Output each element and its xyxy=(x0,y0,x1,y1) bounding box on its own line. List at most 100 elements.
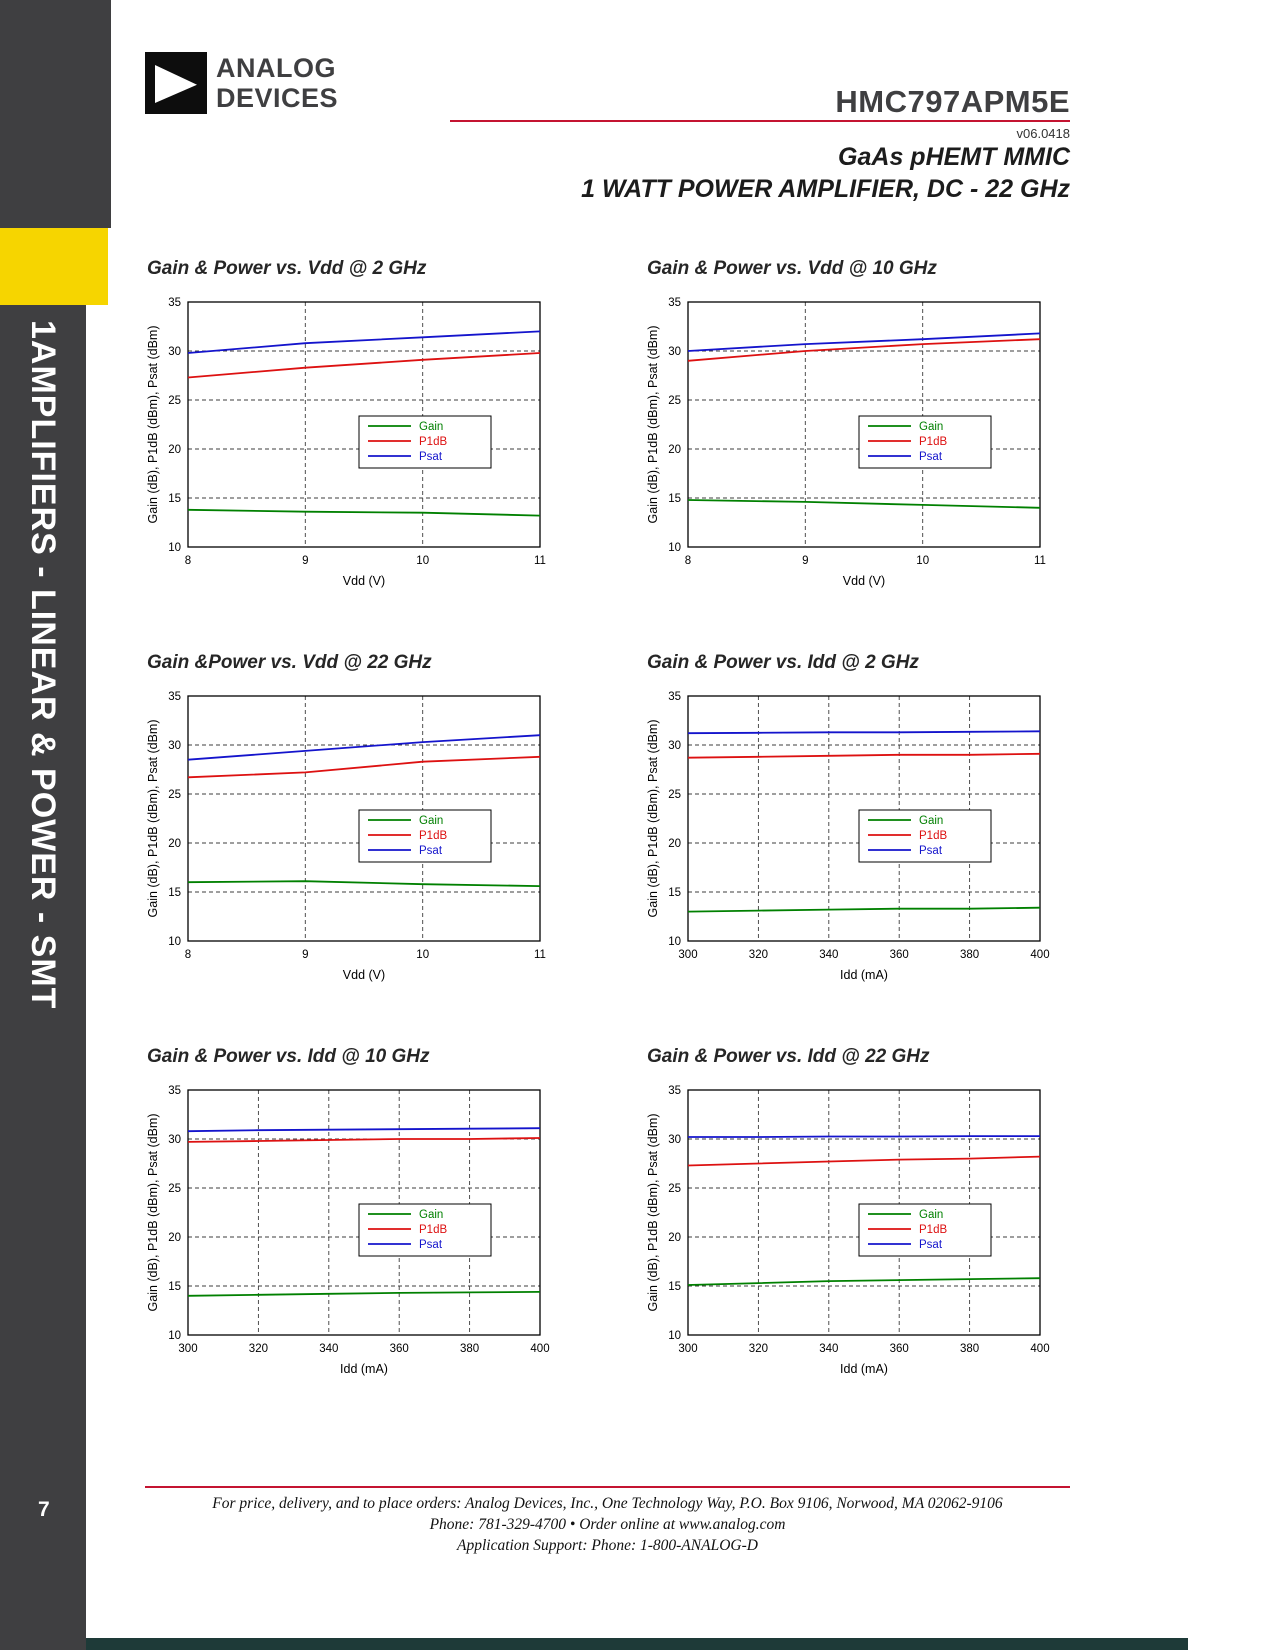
svg-text:Gain: Gain xyxy=(419,421,443,433)
svg-text:Gain: Gain xyxy=(919,815,943,827)
chart-title: Gain & Power vs. Idd @ 22 GHz xyxy=(647,1046,930,1067)
chart-plot: 10 15 20 25 30 35 300 320 340 360 380 400 Idd (mA) Ga… xyxy=(645,1078,1090,1383)
page-number: 7 xyxy=(38,1498,50,1521)
chart-plot: 10 15 20 25 30 35 8 9 10 11 Vdd (V) Gain (dB), P1dB… xyxy=(645,290,1090,595)
section-tab-marker xyxy=(0,228,108,305)
svg-text:P1dB: P1dB xyxy=(919,1224,947,1236)
chart-title: Gain & Power vs. Vdd @ 2 GHz xyxy=(147,258,427,279)
svg-text:400: 400 xyxy=(1030,949,1049,961)
svg-text:25: 25 xyxy=(668,1183,681,1195)
svg-text:320: 320 xyxy=(749,949,768,961)
analog-devices-logo xyxy=(145,52,207,114)
svg-text:15: 15 xyxy=(668,1281,681,1293)
svg-text:Gain: Gain xyxy=(919,1209,943,1221)
svg-text:11: 11 xyxy=(534,555,546,567)
svg-text:30: 30 xyxy=(168,1134,181,1146)
svg-text:11: 11 xyxy=(534,949,546,961)
chart-plot: 10 15 20 25 30 35 8 9 10 11 Vdd (V) Gain (dB), P1dB… xyxy=(145,290,590,595)
svg-text:10: 10 xyxy=(168,542,181,554)
chart-canvas: 10 15 20 25 30 35 8 9 10 11 Vdd (V) Gain (dB), P1dB… xyxy=(646,297,1046,588)
svg-text:Gain (dB), P1dB (dBm), Psat (d: Gain (dB), P1dB (dBm), Psat (dBm) xyxy=(146,1114,160,1312)
svg-text:10: 10 xyxy=(168,936,181,948)
svg-text:Gain: Gain xyxy=(919,421,943,433)
svg-text:320: 320 xyxy=(749,1343,768,1355)
svg-text:15: 15 xyxy=(668,887,681,899)
svg-text:400: 400 xyxy=(1030,1343,1049,1355)
svg-text:Psat: Psat xyxy=(419,451,443,463)
svg-text:Gain: Gain xyxy=(419,1209,443,1221)
chart-title: Gain &Power vs. Vdd @ 22 GHz xyxy=(147,652,432,673)
svg-text:Gain (dB), P1dB (dBm), Psat (d: Gain (dB), P1dB (dBm), Psat (dBm) xyxy=(646,1114,660,1312)
svg-text:340: 340 xyxy=(819,1343,838,1355)
svg-text:360: 360 xyxy=(890,1343,909,1355)
svg-text:25: 25 xyxy=(668,789,681,801)
svg-text:Psat: Psat xyxy=(419,845,443,857)
chart-gain-power-vs-idd-2ghz: Gain & Power vs. Idd @ 2 GHz 10 15 20 25 30 3… xyxy=(645,652,1090,989)
svg-text:Idd (mA): Idd (mA) xyxy=(840,968,888,982)
chart-gain-power-vs-idd-22ghz: Gain & Power vs. Idd @ 22 GHz 10 15 20 25 30… xyxy=(645,1046,1090,1383)
datasheet-version: v06.0418 xyxy=(1016,126,1071,141)
chart-plot: 10 15 20 25 30 35 300 320 340 360 380 400 Idd (mA) Ga… xyxy=(645,684,1090,989)
chart-canvas: 10 15 20 25 30 35 300 320 340 360 380 400 Idd (mA) Ga… xyxy=(146,1085,550,1376)
sidebar-top-block xyxy=(0,0,111,228)
svg-text:300: 300 xyxy=(178,1343,197,1355)
svg-text:20: 20 xyxy=(168,444,181,456)
svg-text:P1dB: P1dB xyxy=(419,1224,447,1236)
bottom-bar xyxy=(86,1638,1188,1650)
svg-text:Psat: Psat xyxy=(919,845,943,857)
svg-text:300: 300 xyxy=(678,949,697,961)
svg-text:10: 10 xyxy=(916,555,929,567)
svg-text:15: 15 xyxy=(168,493,181,505)
svg-text:10: 10 xyxy=(668,542,681,554)
svg-text:Idd (mA): Idd (mA) xyxy=(340,1362,388,1376)
svg-text:15: 15 xyxy=(168,1281,181,1293)
svg-text:20: 20 xyxy=(168,1232,181,1244)
svg-text:20: 20 xyxy=(668,1232,681,1244)
header-rule xyxy=(450,120,1070,122)
svg-text:30: 30 xyxy=(668,346,681,358)
svg-text:Gain (dB), P1dB (dBm), Psat (d: Gain (dB), P1dB (dBm), Psat (dBm) xyxy=(146,720,160,918)
svg-text:11: 11 xyxy=(1034,555,1046,567)
chart-plot: 10 15 20 25 30 35 8 9 10 11 Vdd (V) Gain (dB), P1dB… xyxy=(145,684,590,989)
svg-text:35: 35 xyxy=(168,297,181,309)
svg-text:15: 15 xyxy=(168,887,181,899)
svg-text:25: 25 xyxy=(668,395,681,407)
svg-text:10: 10 xyxy=(416,555,429,567)
footer-phone-order: Phone: 781-329-4700 • Order online at ww… xyxy=(429,1516,786,1533)
chart-title: Gain & Power vs. Idd @ 2 GHz xyxy=(647,652,919,673)
svg-text:35: 35 xyxy=(168,1085,181,1097)
svg-text:Psat: Psat xyxy=(919,451,943,463)
logo-triangle-icon xyxy=(155,65,197,103)
chart-gain-power-vs-vdd-22ghz: Gain &Power vs. Vdd @ 22 GHz 10 15 20 25 30 3… xyxy=(145,652,590,989)
svg-text:20: 20 xyxy=(168,838,181,850)
section-label: 1AMPLIFIERS - LINEAR & POWER - SMT xyxy=(24,320,62,1010)
svg-text:35: 35 xyxy=(668,1085,681,1097)
part-number-title: HMC797APM5E xyxy=(835,84,1070,119)
svg-text:25: 25 xyxy=(168,1183,181,1195)
svg-text:P1dB: P1dB xyxy=(919,830,947,842)
svg-text:300: 300 xyxy=(678,1343,697,1355)
svg-text:20: 20 xyxy=(668,838,681,850)
chart-gain-power-vs-vdd-2ghz: Gain & Power vs. Vdd @ 2 GHz 10 15 20 25 30 3… xyxy=(145,258,590,595)
svg-text:35: 35 xyxy=(668,691,681,703)
chart-canvas: 10 15 20 25 30 35 8 9 10 11 Vdd (V) Gain (dB), P1dB… xyxy=(146,297,546,588)
svg-text:10: 10 xyxy=(668,936,681,948)
chart-plot: 10 15 20 25 30 35 300 320 340 360 380 400 Idd (mA) Ga… xyxy=(145,1078,590,1383)
svg-text:10: 10 xyxy=(416,949,429,961)
svg-text:P1dB: P1dB xyxy=(919,436,947,448)
svg-text:Psat: Psat xyxy=(919,1239,943,1251)
svg-text:10: 10 xyxy=(668,1330,681,1342)
svg-text:360: 360 xyxy=(390,1343,409,1355)
svg-text:Gain (dB), P1dB (dBm), Psat (d: Gain (dB), P1dB (dBm), Psat (dBm) xyxy=(146,326,160,524)
chart-canvas: 10 15 20 25 30 35 300 320 340 360 380 400 Idd (mA) Ga… xyxy=(646,1085,1050,1376)
svg-text:9: 9 xyxy=(802,555,808,567)
svg-text:10: 10 xyxy=(168,1330,181,1342)
svg-text:35: 35 xyxy=(668,297,681,309)
svg-text:Gain (dB), P1dB (dBm), Psat (d: Gain (dB), P1dB (dBm), Psat (dBm) xyxy=(646,720,660,918)
chart-title: Gain & Power vs. Idd @ 10 GHz xyxy=(147,1046,430,1067)
svg-text:30: 30 xyxy=(668,1134,681,1146)
chart-canvas: 10 15 20 25 30 35 8 9 10 11 Vdd (V) Gain (dB), P1dB… xyxy=(146,691,546,982)
svg-text:8: 8 xyxy=(685,555,691,567)
svg-text:P1dB: P1dB xyxy=(419,830,447,842)
logo-wordmark-line1: ANALOG xyxy=(216,53,336,83)
